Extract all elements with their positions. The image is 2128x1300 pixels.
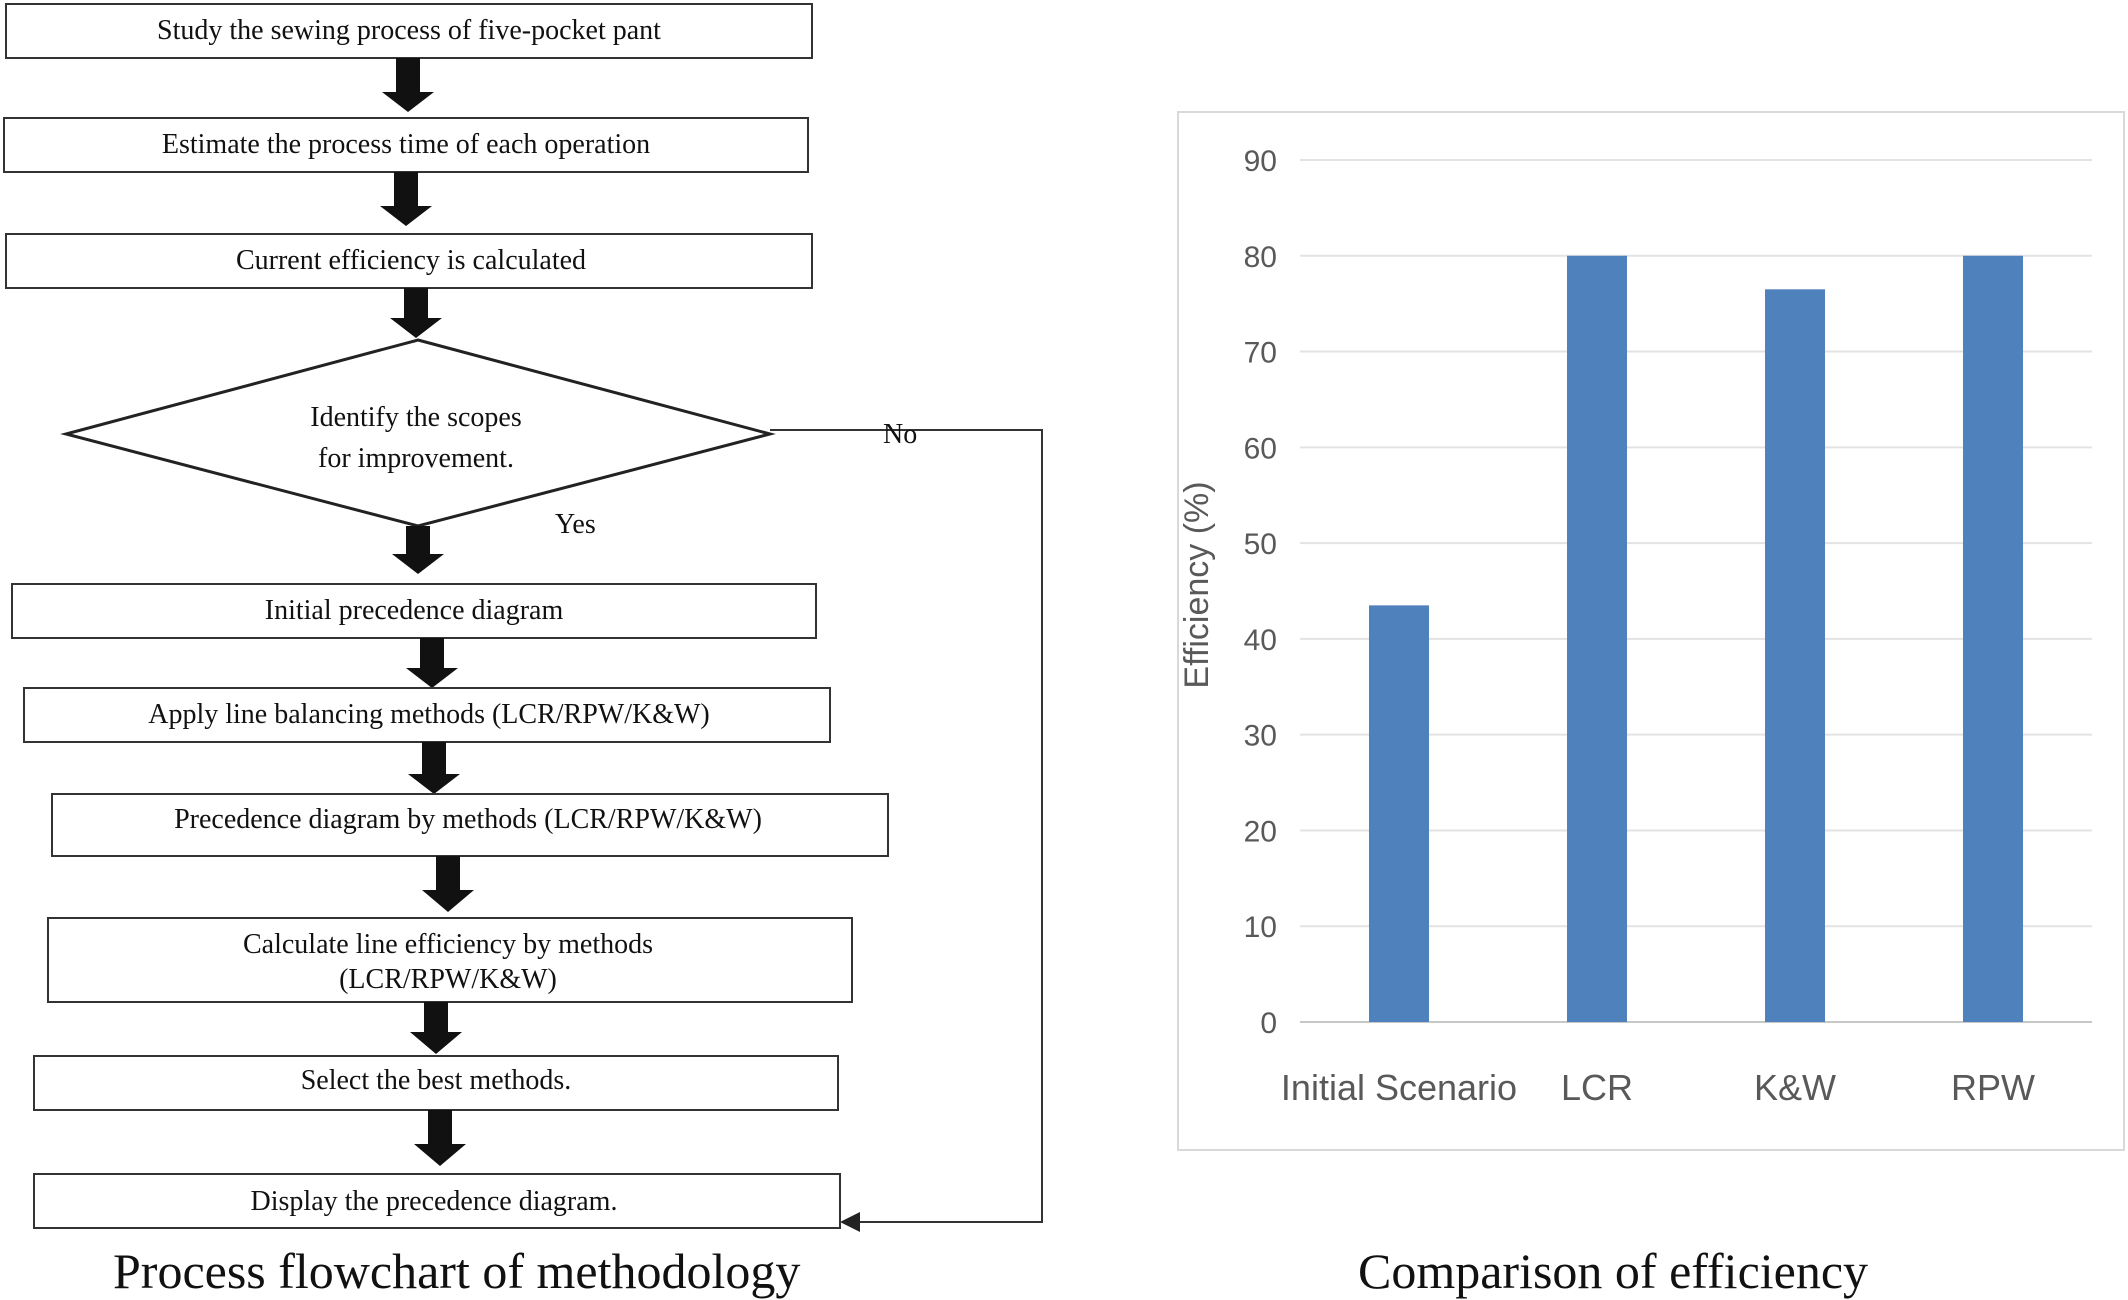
y-tick-label: 10: [1244, 911, 1277, 944]
flow-step-text: Estimate the process time of each operat…: [162, 129, 650, 160]
y-tick-label: 60: [1244, 432, 1277, 465]
x-tick-label: Initial Scenario: [1281, 1067, 1517, 1108]
flow-step-text: Current efficiency is calculated: [236, 245, 586, 276]
down-arrow: [380, 172, 432, 226]
no-branch-connector: [770, 429, 1043, 1232]
down-arrow: [390, 288, 442, 338]
flowchart-caption: Process flowchart of methodology: [113, 1243, 801, 1299]
y-tick-label: 80: [1244, 241, 1277, 274]
flow-step-text: Apply line balancing methods (LCR/RPW/K&…: [148, 699, 709, 730]
flow-step-study-sewing: Study the sewing process of five-pocket …: [5, 3, 813, 59]
y-tick-label: 0: [1260, 1007, 1277, 1040]
bar-initial-scenario: [1369, 605, 1429, 1022]
y-tick-label: 40: [1244, 624, 1277, 657]
y-tick-label: 30: [1244, 720, 1277, 753]
flow-step-text: (LCR/RPW/K&W): [339, 964, 557, 995]
process-flowchart: Study the sewing process of five-pocket …: [3, 3, 1043, 1232]
decision-text-line2: for improvement.: [318, 443, 514, 474]
flow-step-apply-line-balancing: Apply line balancing methods (LCR/RPW/K&…: [23, 687, 831, 743]
y-axis-label: Efficiency (%): [1178, 481, 1216, 688]
y-tick-label: 70: [1244, 337, 1277, 370]
down-arrow: [382, 58, 434, 112]
flow-step-text: Initial precedence diagram: [265, 595, 564, 626]
bar-lcr: [1567, 255, 1627, 1022]
down-arrow: [422, 856, 474, 912]
decision-text-line1: Identify the scopes: [310, 402, 522, 433]
x-tick-label: LCR: [1561, 1067, 1633, 1108]
down-arrow: [408, 742, 460, 794]
flow-step-precedence-by-methods: Precedence diagram by methods (LCR/RPW/K…: [51, 793, 889, 857]
flow-step-current-efficiency: Current efficiency is calculated: [5, 233, 813, 289]
down-arrow: [406, 638, 458, 688]
down-arrow: [410, 1002, 462, 1054]
flow-step-select-best: Select the best methods.: [33, 1055, 839, 1111]
yes-label: Yes: [555, 509, 596, 540]
x-tick-label: RPW: [1951, 1067, 2035, 1108]
flow-step-display-precedence: Display the precedence diagram.: [33, 1173, 841, 1229]
y-tick-label: 20: [1244, 815, 1277, 848]
down-arrow: [414, 1110, 466, 1166]
no-label: No: [883, 419, 917, 450]
y-tick-label: 50: [1244, 528, 1277, 561]
bar-rpw: [1963, 255, 2023, 1022]
flow-step-text: Calculate line efficiency by methods: [243, 929, 653, 960]
down-arrow: [392, 526, 444, 574]
flow-step-initial-precedence: Initial precedence diagram: [11, 583, 817, 639]
x-tick-label: K&W: [1754, 1067, 1836, 1108]
bar-k-w: [1765, 289, 1825, 1022]
flow-step-text: Precedence diagram by methods (LCR/RPW/K…: [174, 804, 762, 835]
flow-step-text: Study the sewing process of five-pocket …: [157, 15, 661, 46]
y-tick-label: 90: [1244, 145, 1277, 178]
flow-step-text: Display the precedence diagram.: [251, 1186, 618, 1217]
flow-step-text: Select the best methods.: [301, 1065, 572, 1096]
flow-step-calculate-line-efficiency: Calculate line efficiency by methods (LC…: [47, 917, 853, 1003]
chart-caption: Comparison of efficiency: [1358, 1243, 1869, 1299]
